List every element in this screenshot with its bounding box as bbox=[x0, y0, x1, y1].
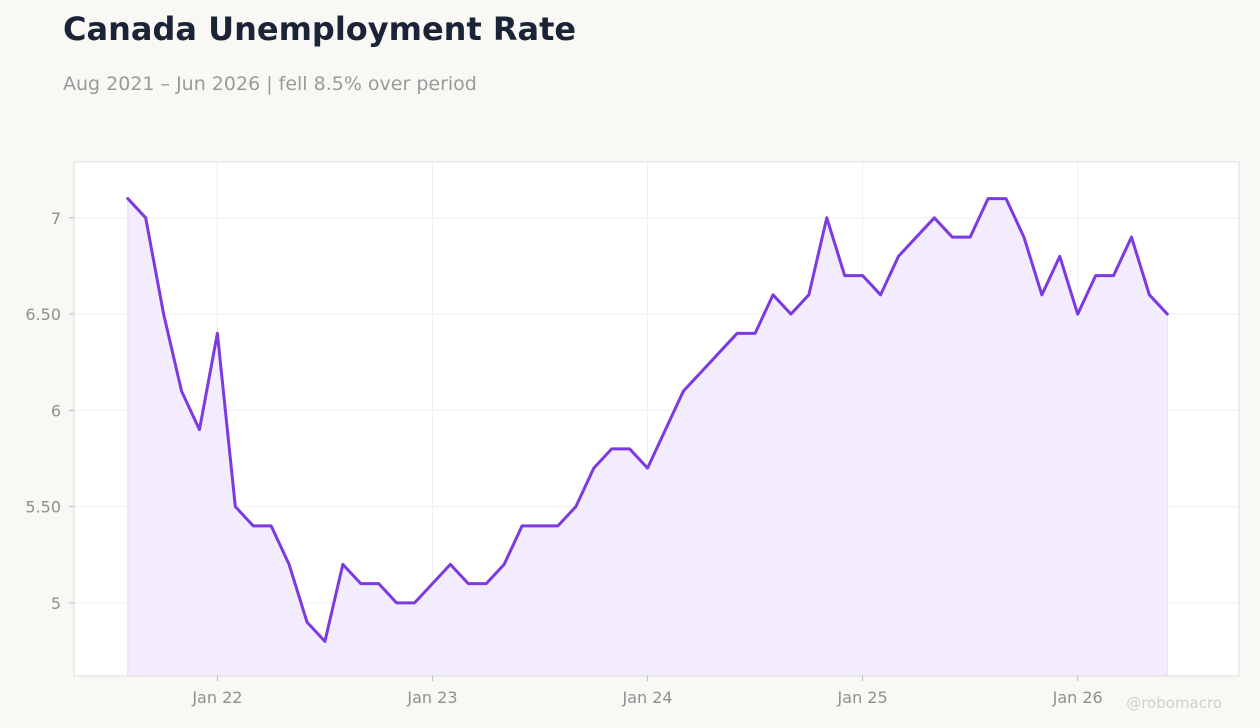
data-point bbox=[1005, 197, 1008, 200]
data-point bbox=[700, 370, 703, 373]
data-point bbox=[807, 293, 810, 296]
data-point bbox=[1112, 274, 1115, 277]
data-point bbox=[592, 467, 595, 470]
data-point bbox=[413, 601, 416, 604]
data-point bbox=[341, 563, 344, 566]
data-point bbox=[879, 293, 882, 296]
data-point bbox=[1076, 313, 1079, 316]
data-point bbox=[252, 524, 255, 527]
data-point bbox=[628, 447, 631, 450]
x-tick-label: Jan 25 bbox=[837, 688, 888, 707]
data-point bbox=[503, 563, 506, 566]
data-point bbox=[1058, 255, 1061, 258]
data-point bbox=[288, 563, 291, 566]
data-point bbox=[646, 467, 649, 470]
data-point bbox=[969, 236, 972, 239]
data-point bbox=[395, 601, 398, 604]
y-tick-label: 5.50 bbox=[25, 498, 61, 517]
y-tick-label: 7 bbox=[51, 209, 61, 228]
data-point bbox=[1094, 274, 1097, 277]
data-point bbox=[556, 524, 559, 527]
watermark: @robomacro bbox=[1126, 694, 1222, 712]
data-point bbox=[987, 197, 990, 200]
data-point bbox=[933, 216, 936, 219]
chart-subtitle: Aug 2021 – Jun 2026 | fell 8.5% over per… bbox=[63, 73, 477, 95]
data-point bbox=[270, 524, 273, 527]
chart-title: Canada Unemployment Rate bbox=[63, 10, 577, 48]
data-point bbox=[1130, 236, 1133, 239]
data-point bbox=[915, 236, 918, 239]
x-tick-label: Jan 23 bbox=[406, 688, 457, 707]
data-point bbox=[1166, 313, 1169, 316]
data-point bbox=[610, 447, 613, 450]
data-point bbox=[1148, 293, 1151, 296]
data-point bbox=[539, 524, 542, 527]
data-point bbox=[736, 332, 739, 335]
data-point bbox=[180, 390, 183, 393]
data-point bbox=[431, 582, 434, 585]
y-tick-label: 5 bbox=[51, 594, 61, 613]
data-point bbox=[951, 236, 954, 239]
x-tick-label: Jan 26 bbox=[1052, 688, 1103, 707]
data-point bbox=[754, 332, 757, 335]
data-point bbox=[198, 428, 201, 431]
data-point bbox=[574, 505, 577, 508]
x-axis-ticks: Jan 22 Jan 23 Jan 24 Jan 25 Jan 26 bbox=[191, 676, 1103, 707]
data-point bbox=[485, 582, 488, 585]
data-point bbox=[467, 582, 470, 585]
data-point bbox=[843, 274, 846, 277]
data-point bbox=[377, 582, 380, 585]
x-tick-label: Jan 24 bbox=[621, 688, 672, 707]
y-axis-ticks: 5 5.50 6 6.50 7 bbox=[25, 209, 74, 613]
data-point bbox=[664, 428, 667, 431]
data-point bbox=[359, 582, 362, 585]
data-point bbox=[1040, 293, 1043, 296]
data-point bbox=[861, 274, 864, 277]
data-point bbox=[234, 505, 237, 508]
data-point bbox=[718, 351, 721, 354]
plot-frame bbox=[73, 161, 1240, 677]
data-point bbox=[825, 216, 828, 219]
data-point bbox=[789, 313, 792, 316]
series-line bbox=[126, 197, 1169, 643]
data-point bbox=[162, 313, 165, 316]
data-point bbox=[1022, 236, 1025, 239]
data-point bbox=[449, 563, 452, 566]
data-point bbox=[682, 390, 685, 393]
data-point bbox=[216, 332, 219, 335]
data-point bbox=[897, 255, 900, 258]
data-point bbox=[521, 524, 524, 527]
x-tick-label: Jan 22 bbox=[191, 688, 242, 707]
y-tick-label: 6.50 bbox=[25, 305, 61, 324]
data-point bbox=[306, 621, 309, 624]
y-tick-label: 6 bbox=[51, 401, 61, 420]
data-point bbox=[323, 640, 326, 643]
data-point bbox=[772, 293, 775, 296]
data-point bbox=[144, 216, 147, 219]
data-point bbox=[126, 197, 129, 200]
